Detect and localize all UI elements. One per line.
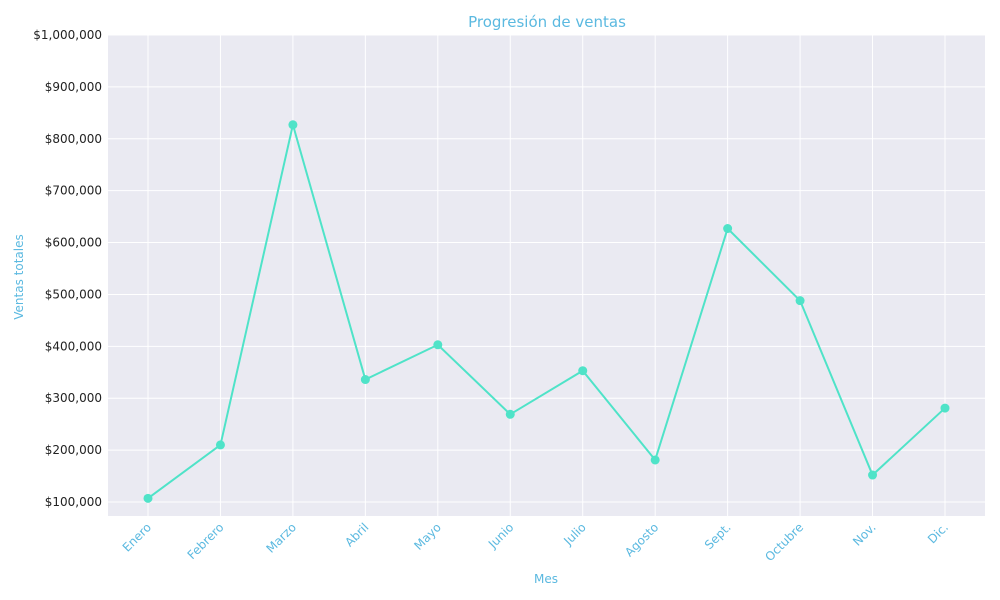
y-tick-label: $800,000 (45, 132, 102, 146)
x-tick-label: Dic. (925, 520, 951, 546)
x-tick-label: Nov. (850, 520, 879, 549)
x-tick-label: Abril (342, 520, 371, 549)
x-tick-label: Octubre (762, 520, 806, 564)
series-line (147, 124, 946, 500)
data-point (795, 296, 805, 306)
y-tick-label: $700,000 (45, 184, 102, 198)
data-point (288, 120, 298, 130)
x-axis-label: Mes (534, 572, 558, 586)
data-point (505, 409, 515, 419)
y-axis-label: Ventas totales (12, 234, 26, 319)
y-tick-label: $200,000 (45, 443, 102, 457)
series-layer (143, 120, 950, 503)
y-tick-label: $600,000 (45, 236, 102, 250)
data-point (868, 470, 878, 480)
data-point (650, 455, 660, 465)
x-tick-label: Agosto (622, 520, 661, 559)
y-tick-label: $1,000,000 (33, 28, 102, 42)
x-tick-label: Febrero (185, 520, 227, 562)
data-point (360, 375, 370, 385)
data-point (578, 366, 588, 376)
data-point (433, 340, 443, 350)
y-tick-label: $300,000 (45, 391, 102, 405)
x-axis-ticks: Enero Febrero Marzo Abril Mayo Junio Julio Agos… (120, 520, 951, 564)
chart-title: Progresión de ventas (468, 13, 626, 31)
y-tick-label: $100,000 (45, 495, 102, 509)
x-tick-label: Junio (485, 520, 516, 551)
y-tick-label: $900,000 (45, 80, 102, 94)
plot-area (108, 35, 985, 516)
data-point (143, 493, 153, 503)
data-point (723, 224, 733, 234)
y-tick-label: $400,000 (45, 339, 102, 353)
x-tick-label: Mayo (411, 520, 444, 553)
data-point (940, 403, 950, 413)
x-tick-label: Enero (120, 520, 154, 554)
y-axis-ticks: $100,000 $200,000 $300,000 $400,000 $500,000… (33, 28, 102, 509)
data-point (215, 440, 225, 450)
x-tick-label: Sept. (702, 520, 734, 552)
y-tick-label: $500,000 (45, 287, 102, 301)
x-tick-label: Marzo (263, 520, 299, 556)
x-tick-label: Julio (560, 520, 588, 548)
grid-lines (108, 34, 985, 516)
